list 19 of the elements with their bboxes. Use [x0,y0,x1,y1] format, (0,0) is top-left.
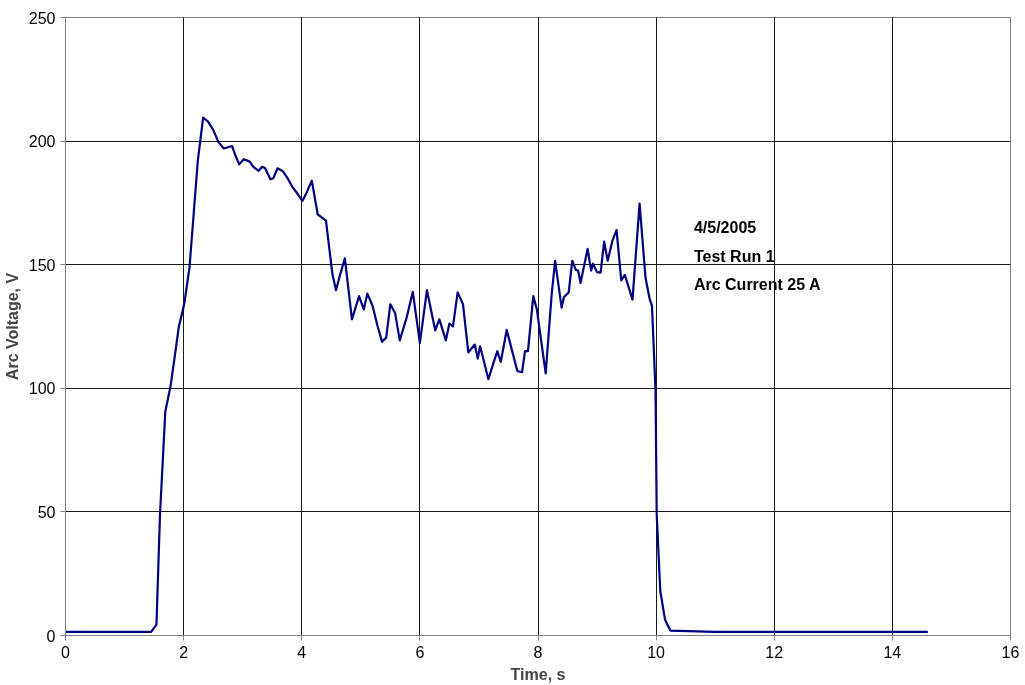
x-tick-label: 2 [179,643,189,661]
y-tick-label: 150 [28,256,56,274]
y-axis-title: Arc Voltage, V [3,272,21,381]
x-tick-label: 12 [765,643,784,661]
x-tick-label: 16 [1001,643,1020,661]
x-tick-label: 0 [61,643,71,661]
y-tick-label: 50 [37,503,56,521]
y-tick-label: 100 [28,380,56,398]
x-axis-title: Time, s [510,665,566,683]
y-tick-label: 250 [28,9,56,27]
x-tick-label: 6 [415,643,425,661]
annotation: 4/5/2005 [693,219,757,237]
x-tick-label: 4 [297,643,307,661]
x-tick-label: 14 [883,643,902,661]
y-tick-label: 200 [28,133,56,151]
line-series [65,116,929,633]
y-tick-label: 0 [46,627,56,645]
x-tick-label: 10 [647,643,666,661]
x-tick-label: 8 [533,643,543,661]
